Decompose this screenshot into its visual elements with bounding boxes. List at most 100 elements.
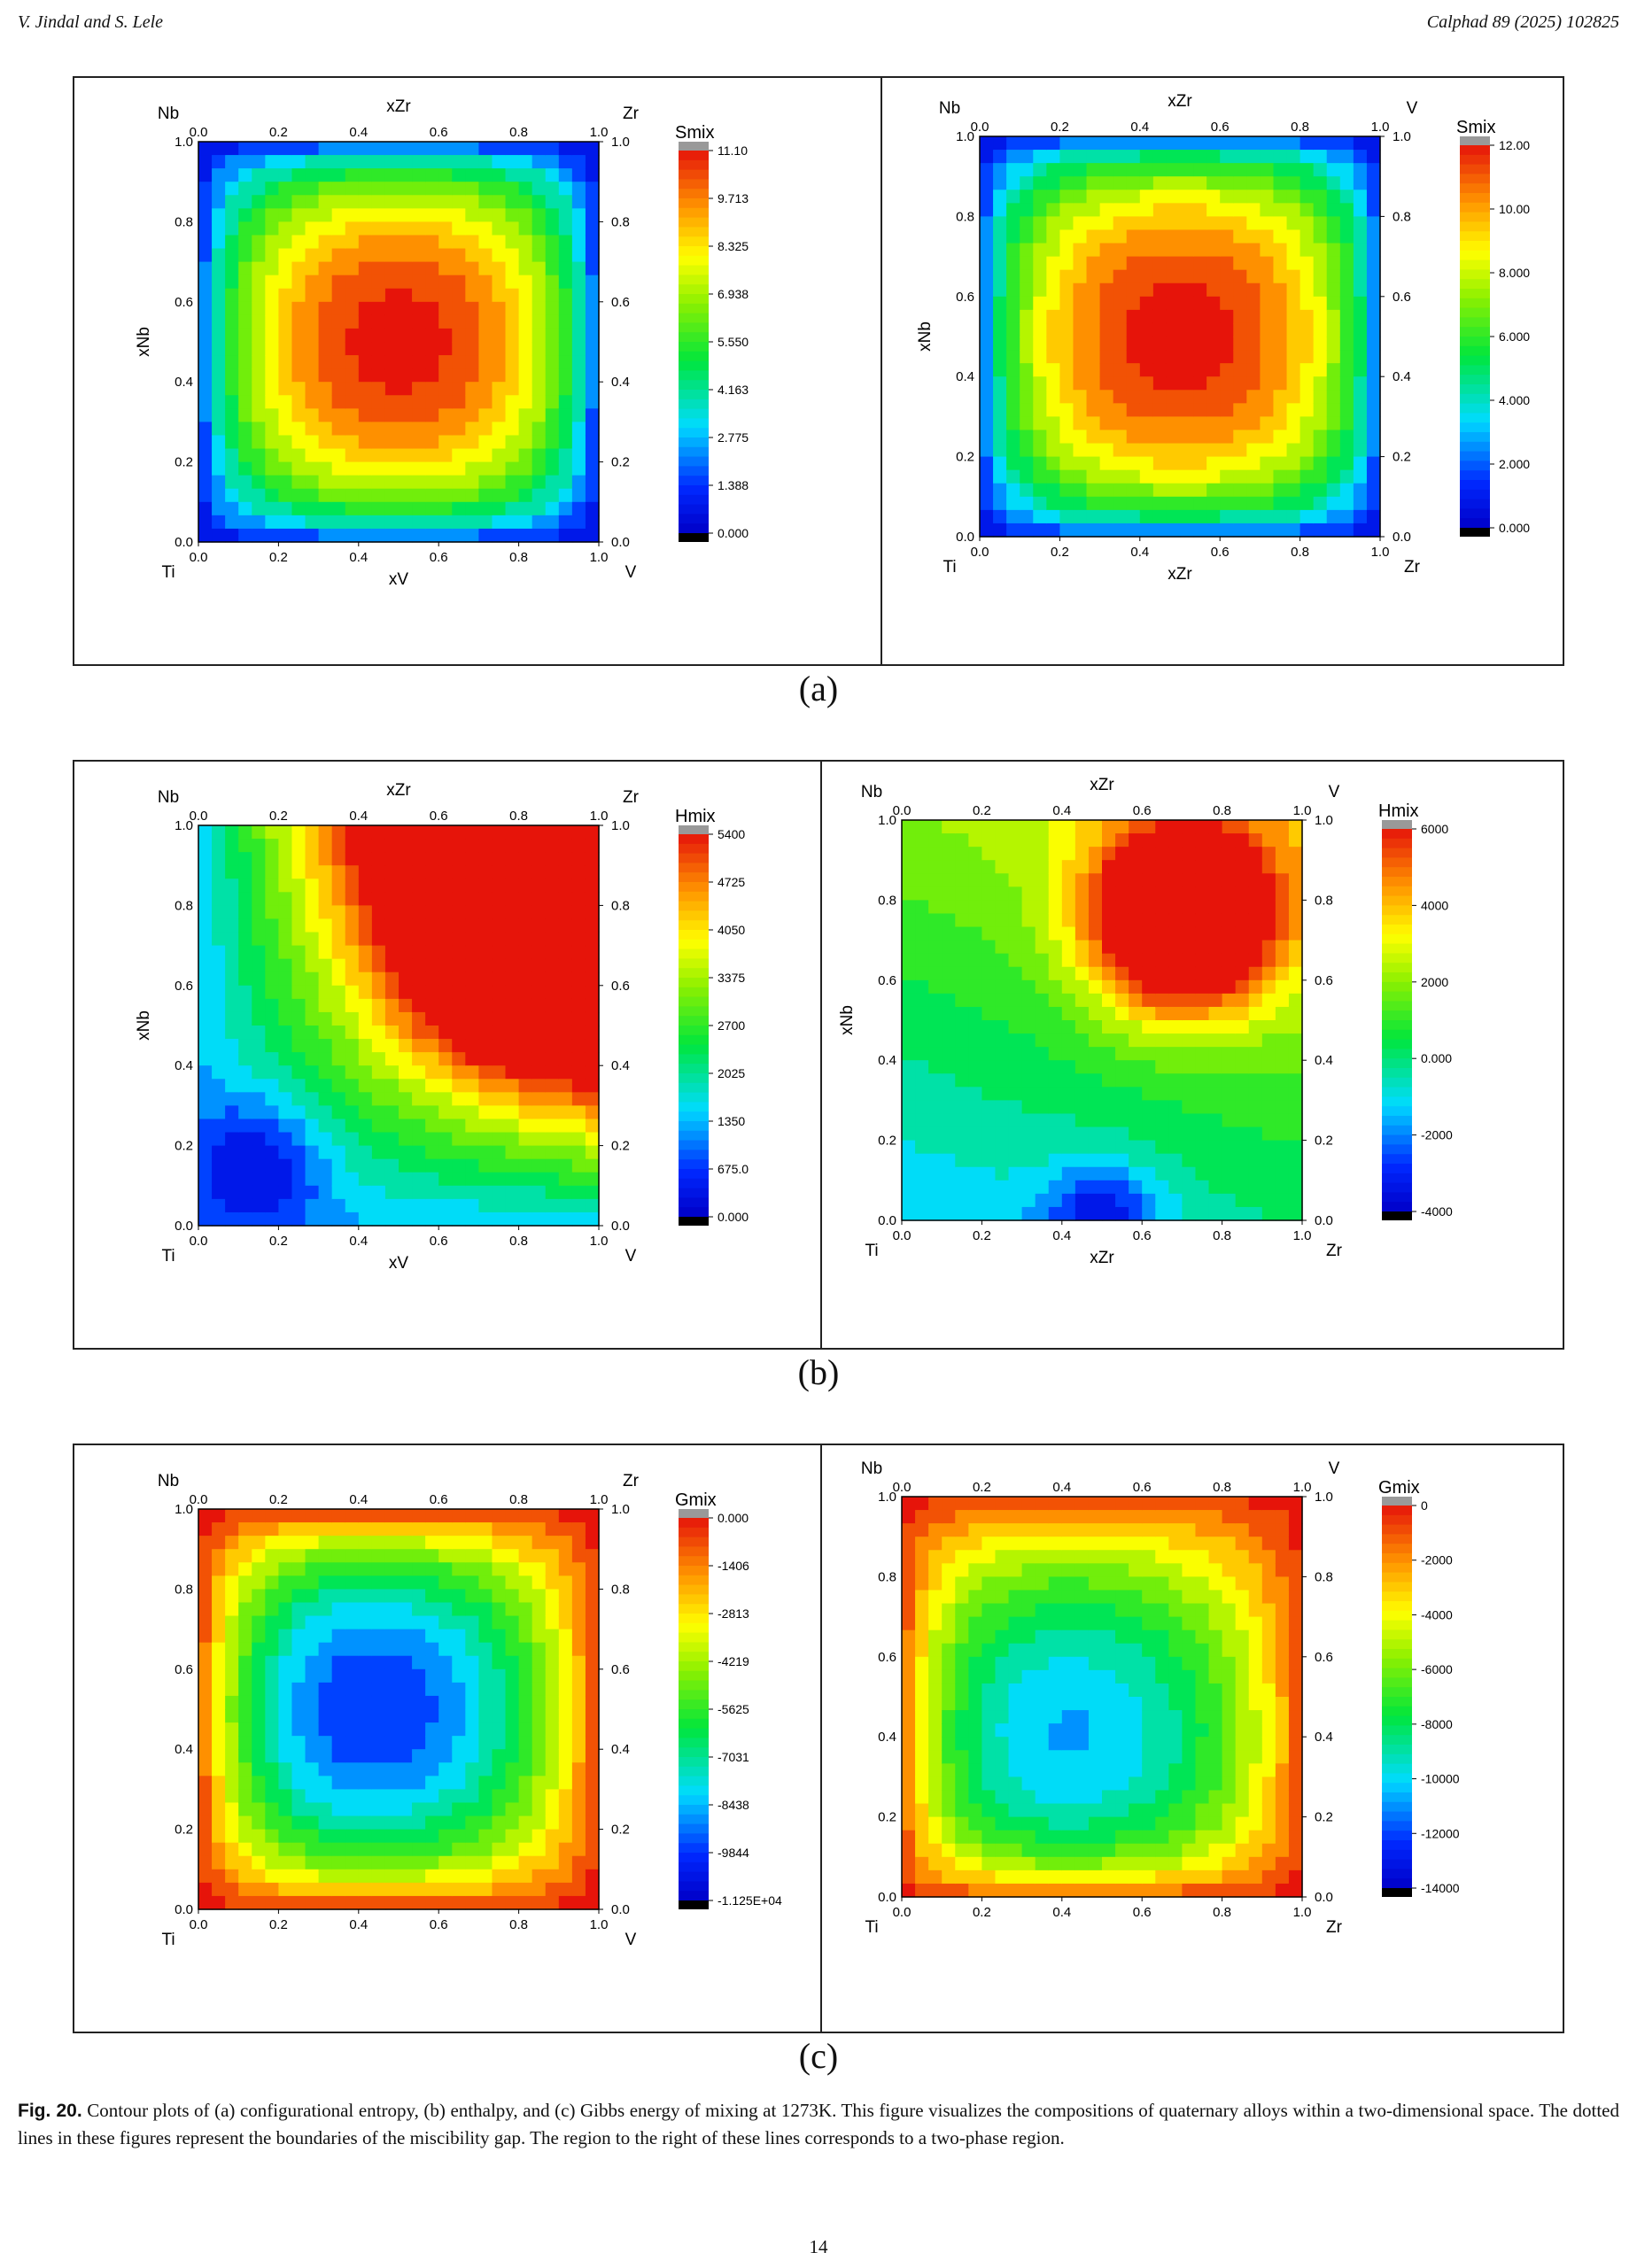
heatmap-cell xyxy=(452,825,466,840)
heatmap-cell xyxy=(1366,522,1381,538)
heatmap-cell xyxy=(452,839,466,853)
heatmap-cell xyxy=(518,1722,533,1737)
heatmap-cell xyxy=(1006,496,1020,511)
heatmap-cell xyxy=(1273,443,1288,458)
heatmap-cell xyxy=(212,235,226,250)
heatmap-cell xyxy=(585,1802,600,1817)
heatmap-cell xyxy=(1166,496,1181,511)
heatmap-cell xyxy=(438,208,453,222)
heatmap-cell xyxy=(1313,190,1328,204)
heatmap-cell xyxy=(955,1006,969,1021)
heatmap-cell xyxy=(1021,1193,1036,1208)
heatmap-cell xyxy=(252,1629,266,1644)
heatmap-cell xyxy=(238,1602,252,1617)
heatmap-cell xyxy=(902,979,916,995)
heatmap-cell xyxy=(345,958,360,973)
heatmap-cell xyxy=(558,1536,573,1550)
colorbar-overflow xyxy=(679,1509,709,1518)
colorbar-band xyxy=(1460,279,1490,290)
heatmap-cell xyxy=(438,892,453,906)
y-tick-left: 1.0 xyxy=(175,818,193,833)
heatmap-cell xyxy=(1233,390,1247,404)
heatmap-cell xyxy=(1300,309,1315,324)
heatmap-cell xyxy=(1008,1087,1023,1101)
heatmap-cell xyxy=(1075,1073,1090,1088)
heatmap-cell xyxy=(291,1668,306,1684)
heatmap-cell xyxy=(1033,337,1047,351)
heatmap-cell xyxy=(928,820,943,834)
heatmap-cell xyxy=(198,1802,213,1817)
heatmap-cell xyxy=(1048,1087,1063,1101)
heatmap-cell xyxy=(438,1172,453,1187)
heatmap-cell xyxy=(331,958,346,973)
heatmap-cell xyxy=(1139,190,1154,204)
heatmap-cell xyxy=(345,1829,360,1844)
heatmap-cell xyxy=(558,879,573,893)
heatmap-cell xyxy=(399,1119,413,1134)
heatmap-cell xyxy=(1166,163,1181,177)
heatmap-cell xyxy=(902,953,916,968)
colorbar-band xyxy=(679,1149,709,1160)
heatmap-cell xyxy=(305,355,320,369)
heatmap-cell xyxy=(993,216,1007,231)
heatmap-cell xyxy=(465,1026,479,1040)
heatmap-cell xyxy=(1115,1033,1129,1048)
heatmap-cell xyxy=(198,1065,213,1080)
heatmap-cell xyxy=(1102,953,1116,968)
heatmap-cell xyxy=(545,1842,560,1857)
colorbar-band xyxy=(1460,241,1490,252)
heatmap-cell xyxy=(1102,1153,1116,1168)
heatmap-cell xyxy=(345,235,360,250)
heatmap-cell xyxy=(399,235,413,250)
heatmap-cell xyxy=(585,1549,600,1563)
heatmap-cell xyxy=(492,275,507,290)
heatmap-cell xyxy=(318,528,333,543)
heatmap-cell xyxy=(278,1105,293,1120)
heatmap-cell xyxy=(345,1615,360,1630)
heatmap-cell xyxy=(252,1509,266,1523)
heatmap-cell xyxy=(412,195,426,209)
heatmap-cell xyxy=(238,1132,252,1147)
heatmap-cell xyxy=(238,1615,252,1630)
heatmap-cell xyxy=(1008,860,1023,874)
heatmap-cell xyxy=(1248,940,1263,955)
heatmap-cell xyxy=(1115,913,1129,928)
heatmap-cell xyxy=(518,1642,533,1657)
heatmap-cell xyxy=(465,275,479,290)
heatmap-cell xyxy=(981,886,997,901)
heatmap-cell xyxy=(225,1829,239,1844)
heatmap-cell xyxy=(1021,900,1036,915)
heatmap-cell xyxy=(465,368,479,383)
heatmap-cell xyxy=(981,1047,997,1061)
heatmap-cell xyxy=(358,248,373,263)
heatmap-cell xyxy=(265,288,279,303)
heatmap-cell xyxy=(505,1562,520,1576)
heatmap-cell xyxy=(358,528,373,543)
heatmap-cell xyxy=(492,945,507,960)
heatmap-cell xyxy=(1275,1113,1290,1128)
heatmap-cell xyxy=(465,1749,479,1763)
heatmap-cell xyxy=(478,342,493,356)
heatmap-cell xyxy=(995,1047,1010,1061)
heatmap-cell xyxy=(238,195,252,209)
heatmap-cell xyxy=(1020,150,1034,164)
heatmap-cell xyxy=(1033,456,1047,471)
colorbar-underflow xyxy=(1382,1211,1412,1220)
heatmap-cell xyxy=(585,1722,600,1737)
heatmap-cell xyxy=(265,501,279,516)
heatmap-cell xyxy=(1020,337,1034,351)
heatmap-cell xyxy=(915,1033,929,1048)
heatmap-cell xyxy=(558,1776,573,1790)
heatmap-cell xyxy=(345,368,360,383)
heatmap-cell xyxy=(1220,309,1234,324)
heatmap-cell xyxy=(1366,283,1381,298)
heatmap-cell xyxy=(1193,416,1207,431)
heatmap-cell xyxy=(505,1655,520,1670)
heatmap-cell xyxy=(438,1562,453,1576)
heatmap-cell xyxy=(225,1749,239,1763)
heatmap-cell xyxy=(252,1522,266,1537)
heatmap-cell xyxy=(531,1842,547,1857)
heatmap-cell xyxy=(331,314,346,329)
heatmap-cell xyxy=(345,435,360,450)
heatmap-cell xyxy=(238,1549,252,1563)
